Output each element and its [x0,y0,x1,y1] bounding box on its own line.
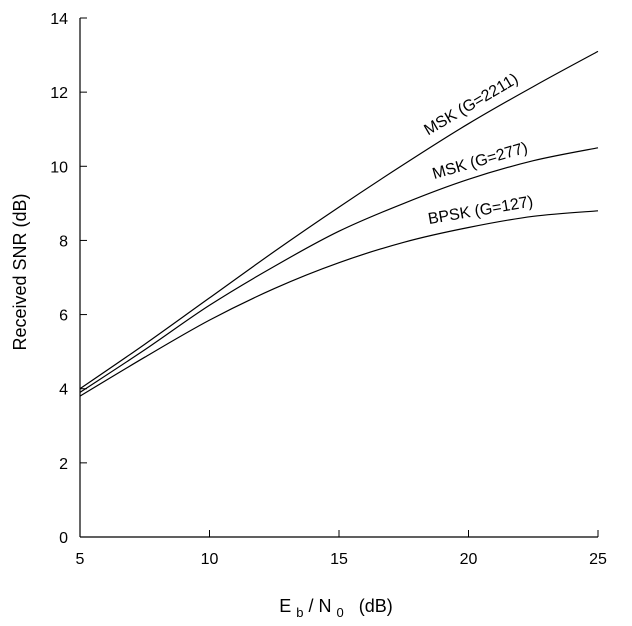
x-tick-label: 5 [76,551,85,568]
axis-ticks: 5 10 15 20 25 0 2 4 6 8 10 12 14 [50,11,607,568]
series-msk-277-line [79,147,599,393]
y-tick-label: 2 [59,456,68,473]
series-msk-2211-line [79,50,599,390]
y-tick-label: 14 [50,11,68,28]
series-labels: MSK (G=2211)MSK (G=277) BPSK (G=127) [421,71,534,228]
plot-frame [79,18,598,538]
series-msk-277-label: MSK (G=277) [431,140,530,183]
x-axis-label-sub-0: 0 [337,605,344,620]
y-tick-label: 6 [59,308,68,325]
y-tick-label: 4 [59,382,68,399]
x-tick-label: 15 [330,551,348,568]
y-axis-label: Received SNR (dB) [10,193,30,350]
x-axis-label-unit: (dB) [359,596,393,616]
x-axis-label-slash: / N [308,596,331,616]
x-axis-label: E b / N 0 (dB) [279,596,393,621]
y-tick-label: 8 [59,233,68,250]
series-bpsk-127-label: BPSK (G=127) [427,193,535,228]
y-tick-label: 10 [50,159,68,176]
x-tick-label: 20 [460,551,478,568]
y-tick-label: 0 [59,530,68,547]
x-axis-label-main: E [279,596,291,616]
x-tick-label: 10 [201,551,219,568]
x-tick-label: 25 [589,551,607,568]
series-msk-2211-label: MSK (G=2211) [421,71,521,139]
series-lines [79,50,599,397]
x-axis-label-sub-b: b [296,605,303,620]
series-bpsk-127-line [79,210,599,397]
y-tick-label: 12 [50,85,68,102]
